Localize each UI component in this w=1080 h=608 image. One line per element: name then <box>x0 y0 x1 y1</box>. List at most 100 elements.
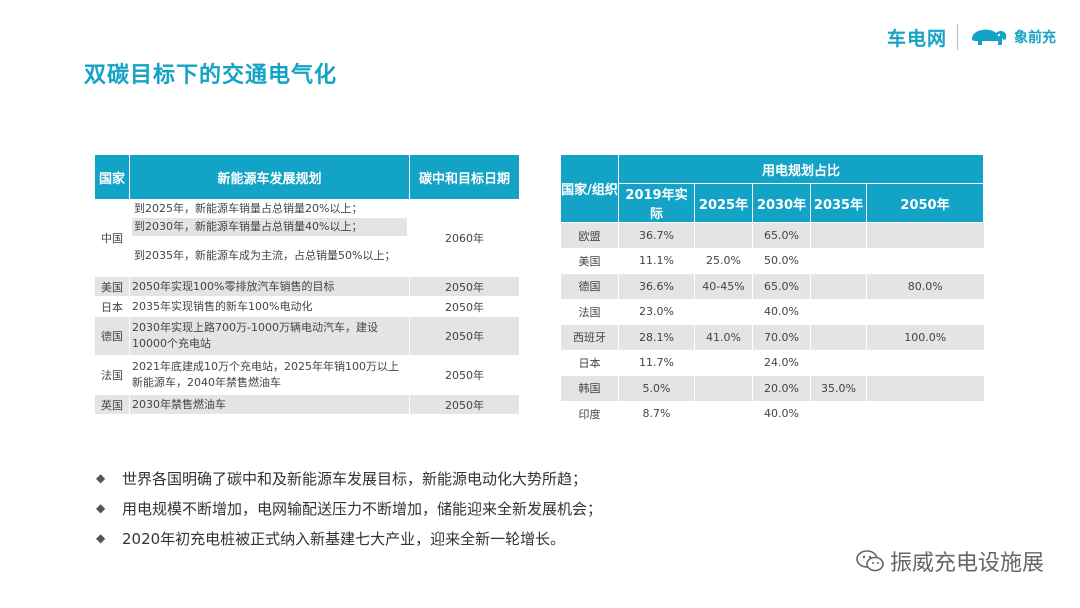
value-cell: 65.0% <box>752 273 811 299</box>
table-row: 美国 11.1% 25.0% 50.0% <box>560 248 984 274</box>
value-cell <box>866 299 984 325</box>
table-row: 西班牙 28.1% 41.0% 70.0% 100.0% <box>560 324 984 350</box>
value-cell <box>810 324 867 350</box>
wechat-icon <box>856 550 884 572</box>
value-cell: 24.0% <box>752 350 811 376</box>
date-cell: 2050年 <box>409 276 520 297</box>
t1-header-country: 国家 <box>94 154 130 200</box>
value-cell: 70.0% <box>752 324 811 350</box>
value-cell: 11.1% <box>618 248 695 274</box>
country-cell: 德国 <box>94 316 130 356</box>
plan-line: 到2025年，新能源车销量占总销量20%以上； <box>134 202 363 215</box>
diamond-icon: ◆ <box>96 501 106 515</box>
t2-header-year: 2050年 <box>866 183 984 223</box>
plan-cell: 2030年禁售燃油车 <box>129 394 410 415</box>
plan-cell: 2030年实现上路700万-1000万辆电动汽车，建设10000个充电站 <box>129 316 410 356</box>
value-cell <box>810 299 867 325</box>
value-cell: 50.0% <box>752 248 811 274</box>
country-cell: 印度 <box>560 401 619 427</box>
value-cell: 8.7% <box>618 401 695 427</box>
table-row: 美国 2050年实现100%零排放汽车销售的目标 2050年 <box>94 276 520 297</box>
value-cell <box>694 350 753 376</box>
value-cell <box>810 248 867 274</box>
value-cell: 36.6% <box>618 273 695 299</box>
date-cell: 2050年 <box>409 355 520 395</box>
value-cell <box>810 350 867 376</box>
plan-line: 到2035年，新能源车成为主流，占总销量50%以上； <box>134 249 396 262</box>
value-cell: 23.0% <box>618 299 695 325</box>
table-row: 法国 23.0% 40.0% <box>560 299 984 325</box>
value-cell <box>866 248 984 274</box>
value-cell: 35.0% <box>810 375 867 401</box>
country-cell: 美国 <box>94 276 130 297</box>
country-cell: 日本 <box>560 350 619 376</box>
value-cell <box>810 273 867 299</box>
country-cell: 中国 <box>94 199 130 277</box>
t2-header-group: 用电规划占比 <box>618 154 984 184</box>
value-cell: 40.0% <box>752 401 811 427</box>
list-item: ◆ 用电规模不断增加，电网输配送压力不断增加，储能迎来全新发展机会； <box>96 493 602 523</box>
country-cell: 欧盟 <box>560 222 619 248</box>
elephant-icon <box>972 29 1007 45</box>
value-cell <box>866 350 984 376</box>
country-cell: 英国 <box>94 394 130 415</box>
plan-cell: 2050年实现100%零排放汽车销售的目标 <box>129 276 410 297</box>
plan-cell: 到2025年，新能源车销量占总销量20%以上； 到2030年，新能源车销量占总销… <box>129 199 410 277</box>
date-cell: 2050年 <box>409 394 520 415</box>
t2-header-year: 2025年 <box>694 183 753 223</box>
bullet-text: 世界各国明确了碳中和及新能源车发展目标，新能源电动化大势所趋； <box>122 469 588 488</box>
country-cell: 法国 <box>560 299 619 325</box>
table-row: 印度 8.7% 40.0% <box>560 401 984 427</box>
value-cell: 41.0% <box>694 324 753 350</box>
diamond-icon: ◆ <box>96 471 106 485</box>
value-cell: 40-45% <box>694 273 753 299</box>
value-cell <box>694 299 753 325</box>
value-cell: 65.0% <box>752 222 811 248</box>
logo-group: 车电网 象前充 <box>887 22 1056 52</box>
country-cell: 德国 <box>560 273 619 299</box>
date-cell: 2050年 <box>409 316 520 356</box>
table-row: 中国 到2025年，新能源车销量占总销量20%以上； 到2030年，新能源车销量… <box>94 199 520 277</box>
t1-header-plan: 新能源车发展规划 <box>129 154 410 200</box>
t2-header-year: 2030年 <box>752 183 811 223</box>
list-item: ◆ 2020年初充电桩被正式纳入新基建七大产业，迎来全新一轮增长。 <box>96 523 602 553</box>
plan-cell: 2035年实现销售的新车100%电动化 <box>129 296 410 317</box>
country-cell: 美国 <box>560 248 619 274</box>
value-cell: 100.0% <box>866 324 984 350</box>
watermark-text: 振威充电设施展 <box>889 551 1044 576</box>
value-cell <box>694 375 753 401</box>
value-cell <box>694 401 753 427</box>
value-cell <box>866 401 984 427</box>
value-cell: 20.0% <box>752 375 811 401</box>
country-cell: 韩国 <box>560 375 619 401</box>
value-cell: 25.0% <box>694 248 753 274</box>
value-cell: 40.0% <box>752 299 811 325</box>
value-cell: 5.0% <box>618 375 695 401</box>
value-cell: 36.7% <box>618 222 695 248</box>
chediannet-logo: 车电网 <box>886 27 947 50</box>
xiangqianchong-logo: 象前充 <box>968 25 1056 49</box>
value-cell: 11.7% <box>618 350 695 376</box>
table-row: 德国 2030年实现上路700万-1000万辆电动汽车，建设10000个充电站 … <box>94 316 520 356</box>
ev-plan-table: 国家 新能源车发展规划 碳中和目标日期 中国 到2025年，新能源车销量占总销量… <box>94 154 520 415</box>
plan-cell: 2021年底建成10万个充电站，2025年年销100万以上新能源车，2040年禁… <box>129 355 410 395</box>
table-row: 英国 2030年禁售燃油车 2050年 <box>94 394 520 415</box>
value-cell <box>866 222 984 248</box>
logo2-text: 象前充 <box>1014 30 1056 46</box>
value-cell <box>866 375 984 401</box>
country-cell: 法国 <box>94 355 130 395</box>
value-cell <box>810 222 867 248</box>
date-cell: 2050年 <box>409 296 520 317</box>
country-cell: 西班牙 <box>560 324 619 350</box>
t2-header-country: 国家/组织 <box>560 154 619 223</box>
logo-divider <box>957 24 958 50</box>
value-cell <box>694 222 753 248</box>
date-cell: 2060年 <box>409 199 520 277</box>
value-cell <box>810 401 867 427</box>
country-cell: 日本 <box>94 296 130 317</box>
t2-header-year: 2019年实际 <box>618 183 695 223</box>
bullet-list: ◆ 世界各国明确了碳中和及新能源车发展目标，新能源电动化大势所趋； ◆ 用电规模… <box>96 463 602 553</box>
table-row: 日本 11.7% 24.0% <box>560 350 984 376</box>
bullet-text: 用电规模不断增加，电网输配送压力不断增加，储能迎来全新发展机会； <box>122 499 603 518</box>
list-item: ◆ 世界各国明确了碳中和及新能源车发展目标，新能源电动化大势所趋； <box>96 463 602 493</box>
